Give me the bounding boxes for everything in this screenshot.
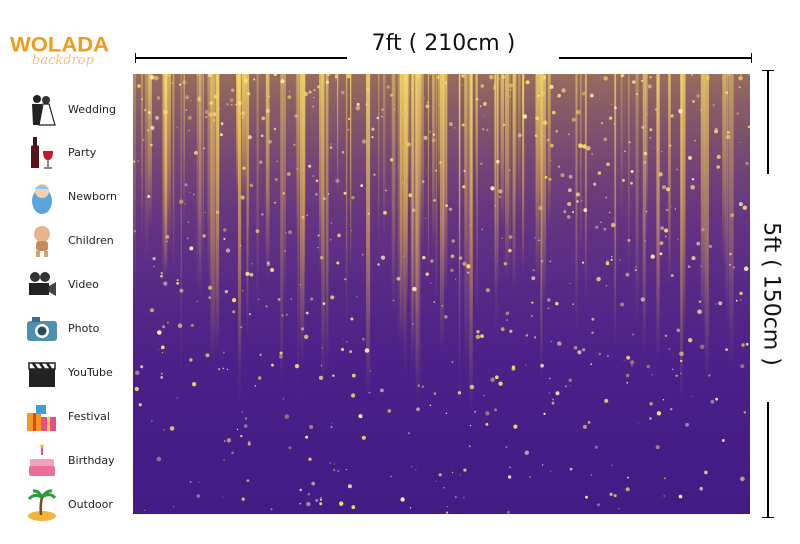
wine-icon	[31, 137, 53, 169]
baby-icon	[32, 184, 52, 214]
clapperboard-icon	[28, 362, 56, 387]
list-item-label: Photo	[68, 322, 100, 335]
list-item-label: Party	[68, 146, 97, 159]
video-camera-icon	[29, 272, 56, 296]
width-dimension: 7ft ( 210cm )	[135, 30, 752, 63]
list-item-birthday: Birthday	[20, 443, 132, 483]
list-item-label: Birthday	[68, 454, 115, 467]
list-item-party: Party	[20, 135, 132, 175]
dimension-line	[135, 57, 347, 59]
camera-icon	[27, 317, 57, 341]
list-item-label: Newborn	[68, 190, 118, 203]
island-icon	[27, 489, 57, 521]
list-item-label: Video	[68, 278, 99, 291]
cake-icon	[29, 444, 55, 476]
list-item-label: Outdoor	[68, 498, 113, 511]
list-item-festival: Festival	[20, 399, 132, 439]
gold-sparkle-image	[133, 74, 750, 514]
list-item-label: Festival	[68, 410, 110, 423]
brand-logo: WOLADA backdrop	[10, 34, 120, 74]
list-item-wedding: Wedding	[20, 92, 132, 132]
brand-tagline: backdrop	[32, 53, 94, 68]
list-item-youtube: YouTube	[20, 355, 132, 395]
list-item-label: YouTube	[68, 366, 113, 379]
brand-name: WOLADA	[10, 32, 109, 57]
list-item-outdoor: Outdoor	[20, 487, 132, 527]
height-dimension: 5ft ( 150cm )	[757, 70, 785, 518]
dimension-line	[767, 402, 769, 517]
list-item-video: Video	[20, 267, 132, 307]
gift-icon	[27, 405, 56, 431]
list-item-children: Children	[20, 223, 132, 263]
dimension-tick	[762, 517, 774, 518]
height-label: 5ft ( 150cm )	[758, 222, 784, 366]
backdrop-preview	[133, 74, 750, 514]
dimension-line	[767, 70, 769, 174]
width-label: 7ft ( 210cm )	[371, 31, 516, 56]
wedding-couple-icon	[32, 95, 56, 126]
list-item-label: Children	[68, 234, 114, 247]
child-icon	[34, 226, 50, 257]
list-item-label: Wedding	[68, 103, 116, 116]
list-item-photo: Photo	[20, 311, 132, 351]
list-item-newborn: Newborn	[20, 179, 132, 219]
dimension-line	[559, 57, 752, 59]
dimension-tick	[751, 53, 752, 63]
